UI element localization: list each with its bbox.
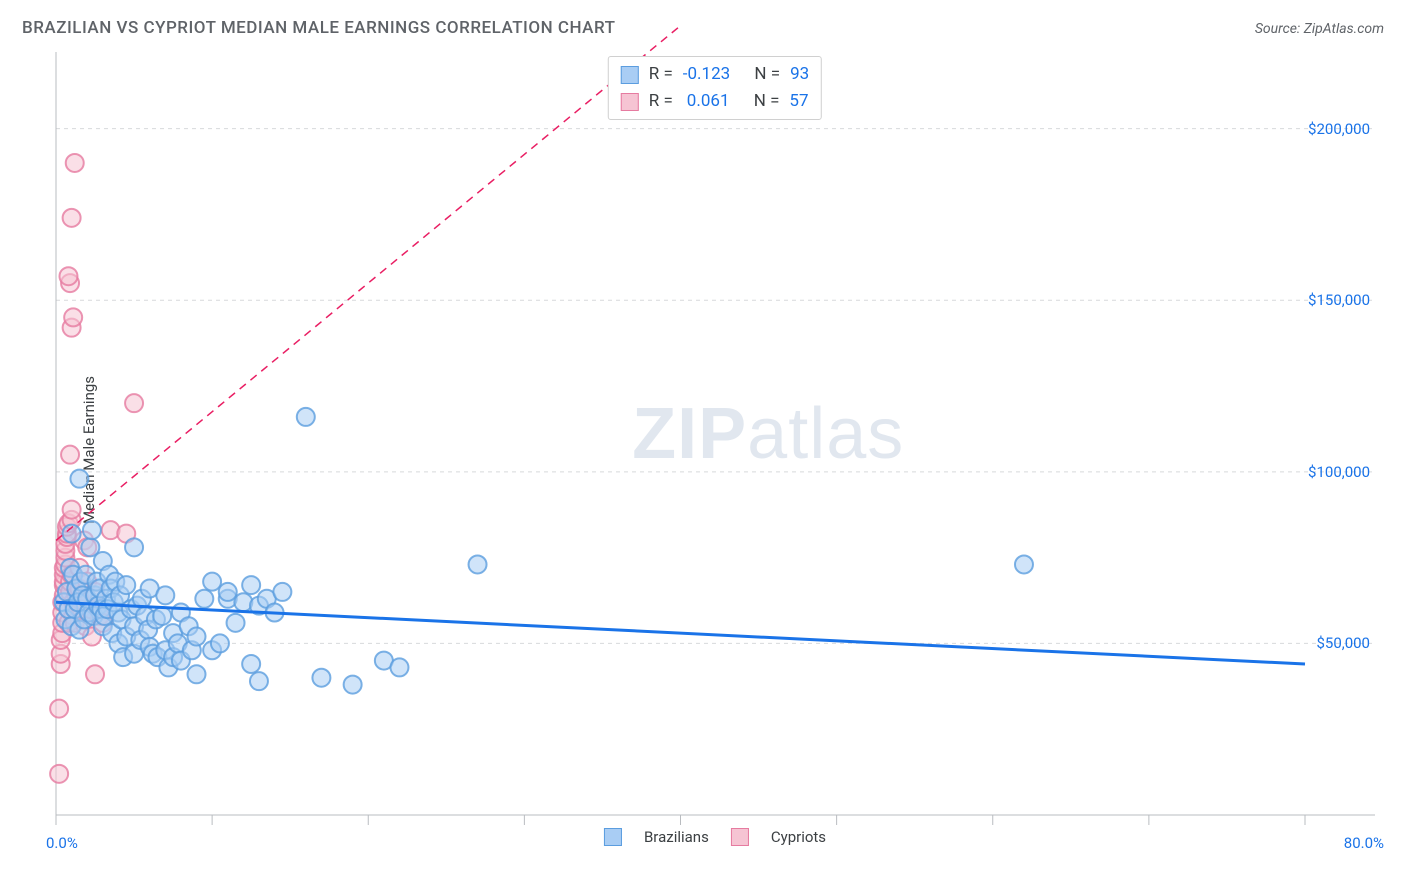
- x-min-label: 0.0%: [46, 834, 78, 852]
- y-tick-label: $150,000: [1308, 291, 1370, 309]
- swatch-cypriots-icon: [731, 828, 749, 846]
- series-name-cypriots: Cypriots: [771, 828, 826, 846]
- correlation-legend: R = -0.123 N = 93 R = 0.061 N = 57: [608, 56, 822, 120]
- legend-row-brazilians: R = -0.123 N = 93: [621, 61, 809, 88]
- scatter-chart: [50, 50, 1380, 850]
- swatch-brazilians: [621, 66, 639, 84]
- legend-row-cypriots: R = 0.061 N = 57: [621, 88, 809, 115]
- y-tick-label: $50,000: [1316, 634, 1370, 652]
- x-max-label: 80.0%: [1344, 834, 1384, 852]
- chart-source: Source: ZipAtlas.com: [1255, 21, 1384, 37]
- y-tick-label: $100,000: [1308, 463, 1370, 481]
- series-legend: Brazilians Cypriots: [604, 828, 826, 846]
- y-tick-label: $200,000: [1308, 120, 1370, 138]
- plot-area: Median Male Earnings ZIPatlas $50,000$10…: [50, 50, 1380, 850]
- swatch-cypriots: [621, 93, 639, 111]
- series-name-brazilians: Brazilians: [644, 828, 709, 846]
- swatch-brazilians-icon: [604, 828, 622, 846]
- chart-title: BRAZILIAN VS CYPRIOT MEDIAN MALE EARNING…: [22, 18, 615, 38]
